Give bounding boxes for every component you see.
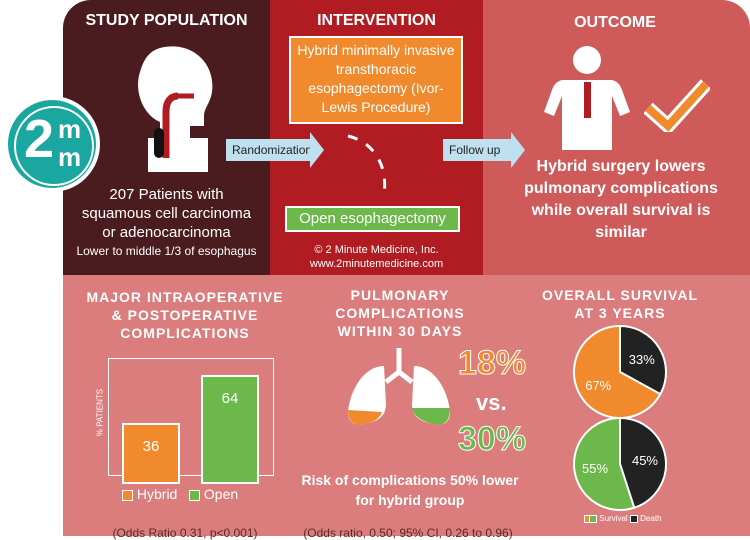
head-esophagus-icon <box>138 46 213 172</box>
complications-footnote: (Odds Ratio 0.31, p<0.001) <box>112 526 258 540</box>
bar-value-label: 64 <box>221 390 239 407</box>
pie-value-label: 55% <box>582 461 608 476</box>
patient-icon <box>544 46 630 150</box>
pie-slice-survival <box>573 324 662 419</box>
outcome-title: OUTCOME <box>574 14 656 31</box>
outcome-panel <box>483 0 750 275</box>
bar-chart-frame <box>108 358 274 476</box>
pulmonary-footnote: (Odds ratio, 0.50; 95% CI, 0.26 to 0.96) <box>303 526 513 540</box>
open-pulmonary-pct: 30% <box>457 420 527 459</box>
study-line-1: 207 Patients with <box>109 186 224 203</box>
risk-text: Risk of complications 50% lower for hybr… <box>301 472 519 508</box>
pie-slice-death <box>619 416 667 510</box>
legend-open-label: Open <box>203 486 239 502</box>
complications-title: MAJOR INTRAOPERATIVE & POSTOPERATIVE COM… <box>86 289 284 341</box>
y-axis-label: % PATIENTS <box>95 388 105 437</box>
pie-value-label: 67% <box>585 378 611 393</box>
bar-hybrid: 36 <box>122 423 180 484</box>
pie-value-label: 45% <box>632 453 658 468</box>
pie-legend: Survival Death <box>584 514 662 523</box>
pie-value-label: 33% <box>629 352 655 367</box>
logo-two: 2 <box>24 109 55 169</box>
intervention-title: INTERVENTION <box>317 12 436 29</box>
logo-m-bottom: m <box>58 142 82 172</box>
hybrid-procedure-box: Hybrid minimally invasive transthoracic … <box>289 36 463 124</box>
outcome-text: Hybrid surgery lowers pulmonary complica… <box>524 158 718 241</box>
versus-text: vs. <box>476 390 507 415</box>
dashed-curve <box>347 134 387 195</box>
legend-hybrid-swatch <box>122 489 133 501</box>
open-procedure-box: Open esophagectomy <box>285 206 460 232</box>
pie-slice-survival <box>573 416 636 511</box>
2mm-logo: 2 m m <box>4 96 100 192</box>
pie-slice-death <box>619 324 667 396</box>
study-line-4: Lower to middle 1/3 of esophagus <box>76 244 257 258</box>
lungs-icon <box>348 348 450 425</box>
legend-death-label: Death <box>640 514 662 523</box>
randomization-arrow: Randomization <box>226 132 324 168</box>
logo-m-top: m <box>58 114 82 144</box>
bar-value-label: 36 <box>142 438 160 455</box>
hybrid-pulmonary-pct: 18% <box>457 344 527 383</box>
website-text: www.2minutemedicine.com <box>309 258 444 270</box>
legend-open-swatch <box>189 489 201 501</box>
legend-survival-label: Survival <box>599 514 628 523</box>
pulmonary-title: PULMONARY COMPLICATIONS WITHIN 30 DAYS <box>335 287 465 339</box>
study-line-3: or adenocarcinoma <box>102 224 231 241</box>
legend-survival-swatch-2 <box>589 514 597 523</box>
legend-death-swatch <box>629 514 638 523</box>
study-line-2: squamous cell carcinoma <box>81 205 252 222</box>
bar-legend: Hybrid Open <box>122 486 282 502</box>
legend-hybrid-label: Hybrid <box>136 486 178 502</box>
follow-up-arrow: Follow up <box>443 132 525 168</box>
checkmark-icon <box>644 79 710 132</box>
survival-title: OVERALL SURVIVAL AT 3 YEARS <box>541 287 699 321</box>
study-title: STUDY POPULATION <box>85 12 248 29</box>
copyright-text: © 2 Minute Medicine, Inc. <box>314 244 439 256</box>
bar-open: 64 <box>201 375 259 484</box>
survival-pies: 33% 67% 45% 55% <box>573 324 667 511</box>
